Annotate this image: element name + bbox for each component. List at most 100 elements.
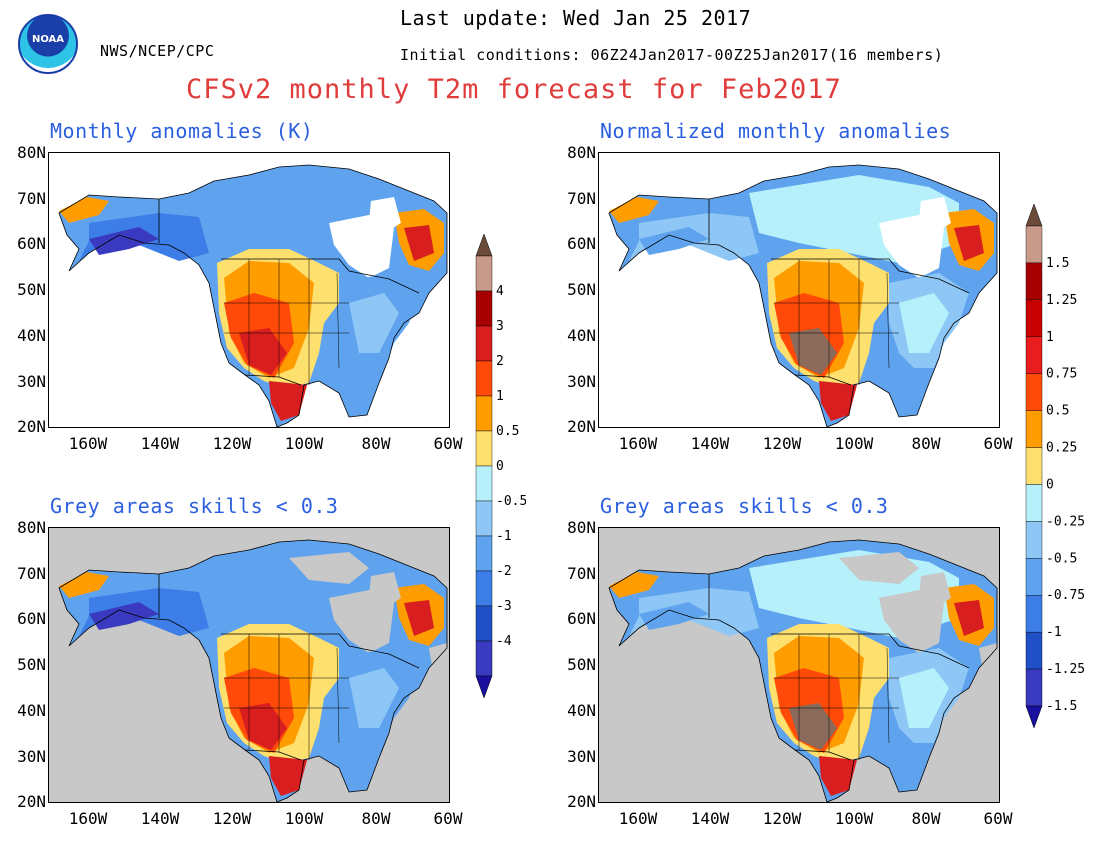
colorbar-segment [475, 500, 493, 537]
colorbar-bottom-arrow [1025, 705, 1043, 729]
panel-title-3: Grey areas skills < 0.3 [50, 494, 339, 518]
colorbar-segment [475, 465, 493, 502]
lon-tick-label: 60W [983, 434, 1013, 453]
low-skill-mask [839, 552, 919, 584]
labrador-hot [954, 600, 984, 636]
colorbar-top-arrow [475, 233, 493, 257]
coastline [608, 164, 998, 427]
lat-tick-label: 30N [567, 371, 596, 391]
lat-tick-label: 70N [17, 563, 46, 583]
colorbar-segment [1025, 225, 1043, 264]
lon-tick-label: 100W [284, 809, 324, 828]
lon-tick-label: 60W [983, 809, 1013, 828]
colorbar-label: 0.5 [1046, 404, 1069, 419]
lat-tick-label: 80N [17, 518, 46, 537]
lat-tick-label: 60N [17, 609, 46, 629]
mexico-hot [269, 756, 307, 796]
lon-tick-label: 140W [690, 809, 730, 828]
lon-tick-label: 60W [433, 809, 463, 828]
hudson-bay [879, 588, 944, 653]
east-us-mild [349, 668, 399, 728]
lat-tick-label: 50N [567, 280, 596, 300]
colorbar-label: -0.25 [1046, 514, 1085, 529]
alaska-coast-warm [59, 197, 109, 223]
colorbar-segment [475, 430, 493, 467]
colorbar-segment [475, 395, 493, 432]
colorbar-segment [1025, 299, 1043, 337]
low-skill-mask [289, 552, 369, 584]
colorbar-bottom-arrow [475, 675, 493, 699]
colorbar-label: -0.75 [1046, 588, 1085, 603]
east-us-mild [899, 293, 949, 353]
colorbar-label: 0.5 [496, 424, 519, 439]
us-canada-border [771, 633, 970, 669]
colorbar-segment [475, 325, 493, 362]
labrador-hot [954, 225, 984, 261]
colorbar-label: 1 [1046, 330, 1054, 345]
state-line [336, 647, 340, 744]
colorbar-top-arrow [1025, 203, 1043, 227]
mexico-hot [269, 381, 307, 421]
colorbar-segment [475, 570, 493, 607]
colorbar-label: 1 [496, 389, 504, 404]
lon-tick-label: 160W [68, 809, 108, 828]
colorbar-segment [1025, 484, 1043, 522]
map-panel-skill-anomalies [48, 527, 450, 803]
alaska-coldest [89, 602, 159, 630]
lon-tick-label: 160W [68, 434, 108, 453]
lon-tick-label: 160W [618, 434, 658, 453]
colorbar-label: -1 [1046, 625, 1062, 640]
lon-tick-label: 120W [212, 809, 252, 828]
lat-tick-label: 50N [17, 655, 46, 675]
labrador-hot [404, 225, 434, 261]
mexico-hot [819, 381, 857, 421]
colorbar-label: 0 [496, 459, 504, 474]
colorbar-segment [1025, 373, 1043, 411]
lat-tick-label: 70N [567, 188, 596, 208]
lat-tick-label: 70N [567, 563, 596, 583]
mexico-hot [819, 756, 857, 796]
colorbar-segment [1025, 336, 1043, 374]
hudson-bay [329, 588, 394, 653]
colorbar-label: -2 [496, 564, 512, 579]
southwest-hottest [789, 703, 837, 750]
lat-tick-label: 40N [567, 325, 596, 345]
us-canada-border [771, 258, 970, 294]
last-update: Last update: Wed Jan 25 2017 [400, 6, 752, 30]
lon-tick-label: 140W [140, 434, 180, 453]
map-panel-normalized [598, 152, 1000, 428]
agency: NWS/NCEP/CPC [100, 42, 215, 60]
east-us-mild [349, 293, 399, 353]
colorbar-label: -0.5 [1046, 551, 1077, 566]
colorbar-label: 0.25 [1046, 441, 1077, 456]
low-skill-mask [979, 643, 997, 678]
lat-tick-label: 20N [567, 417, 596, 437]
lat-tick-label: 40N [567, 700, 596, 720]
colorbar-label: 3 [496, 319, 504, 334]
borders [608, 164, 998, 427]
lon-tick-label: 120W [212, 434, 252, 453]
low-skill-mask [429, 643, 447, 678]
panel-title-2: Normalized monthly anomalies [600, 119, 952, 143]
colorbar-segment [475, 290, 493, 327]
lon-tick-label: 140W [140, 809, 180, 828]
lon-tick-label: 140W [690, 434, 730, 453]
lat-tick-label: 80N [567, 518, 596, 537]
lon-tick-label: 120W [762, 434, 802, 453]
lon-tick-label: 120W [762, 809, 802, 828]
noaa-logo: NOAA [18, 14, 78, 74]
colorbar-segment [475, 535, 493, 572]
colorbar-label: 1.5 [1046, 256, 1069, 271]
coastline [58, 164, 448, 427]
colorbar-segment [475, 640, 493, 677]
colorbar-segment [1025, 558, 1043, 596]
lat-tick-label: 40N [17, 700, 46, 720]
colorbar-segment [1025, 668, 1043, 707]
map-panel-skill-normalized [598, 527, 1000, 803]
lat-tick-label: 50N [567, 655, 596, 675]
state-line [886, 647, 890, 744]
lat-tick-label: 30N [17, 371, 46, 391]
lon-tick-label: 160W [618, 809, 658, 828]
lat-tick-label: 80N [17, 143, 46, 162]
alaska-coldest [639, 227, 709, 255]
